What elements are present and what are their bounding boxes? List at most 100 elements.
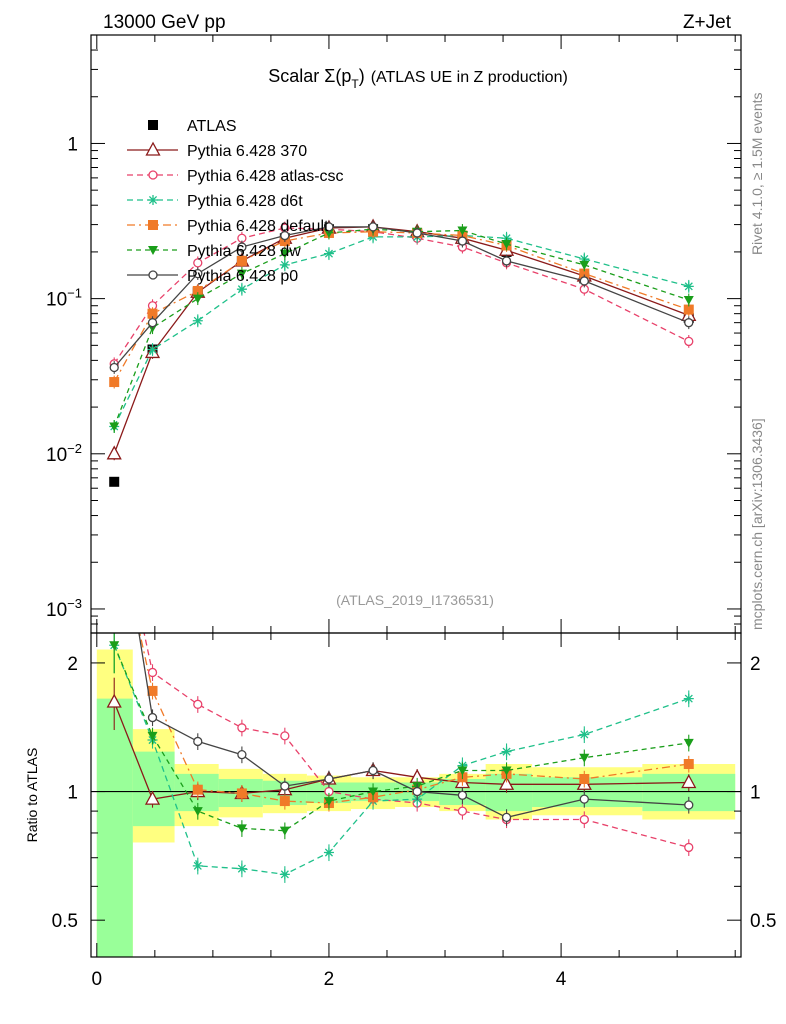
ratio-point: [501, 812, 512, 823]
data-point: [279, 259, 290, 270]
legend-item-ATLAS: ATLAS: [148, 118, 237, 135]
data-point: [368, 222, 378, 232]
ratio-point: [684, 800, 694, 810]
legend-marker: [148, 195, 158, 205]
legend-label: ATLAS: [187, 118, 237, 135]
ratio-point: [498, 775, 515, 790]
legend-marker: [148, 246, 158, 255]
data-point: [106, 445, 122, 460]
ratio-point: [412, 786, 422, 797]
y-tick-label: 10−1: [46, 286, 82, 311]
ratio-point: [192, 807, 203, 817]
rivet-label: Rivet 4.1.0, ≥ 1.5M events: [749, 92, 765, 255]
ratio-y-tick-label-right: 2: [750, 654, 761, 675]
legend-marker: [148, 220, 158, 230]
ratio-y-axis-label: Ratio to ATLAS: [24, 748, 40, 843]
ratio-point: [579, 729, 590, 740]
ratio-point: [192, 784, 203, 795]
ratio-point: [579, 753, 590, 763]
data-point: [236, 255, 247, 266]
ratio-point: [579, 794, 589, 804]
chart-title: Scalar Σ(pT) (ATLAS UE in Z production): [268, 66, 568, 91]
data-point: [457, 236, 468, 246]
y-tick-exponent: −1: [67, 286, 82, 301]
data-point: [279, 249, 290, 259]
series-line-d6t: [113, 234, 689, 427]
ratio-point: [323, 847, 334, 858]
ratio-point: [237, 723, 247, 733]
legend-item-p370: Pythia 6.428 370: [127, 141, 307, 160]
ratio-frame: [90, 632, 742, 958]
legend-label: Pythia 6.428 atlas-csc: [187, 168, 344, 185]
data-point: [192, 294, 203, 304]
ratio-point: [280, 731, 290, 741]
legend-marker: [148, 120, 158, 130]
title-rest: (ATLAS UE in Z production): [371, 69, 568, 86]
data-point: [192, 285, 203, 296]
data-point: [501, 256, 512, 266]
data-point: [280, 230, 290, 241]
x-tick-label: 2: [324, 969, 335, 990]
ratio-point: [236, 788, 247, 799]
data-point: [109, 476, 120, 487]
legend-label: Pythia 6.428 default: [187, 218, 329, 235]
legend-label: Pythia 6.428 p0: [187, 268, 298, 285]
ratio-line-d6t: [113, 644, 690, 876]
legend-marker: [148, 270, 158, 280]
legend-item-p0: Pythia 6.428 p0: [127, 268, 298, 285]
data-point: [457, 226, 468, 236]
ratio-point: [684, 842, 694, 853]
y-tick-label: 1: [67, 134, 78, 155]
data-point: [683, 304, 694, 315]
ratio-point: [368, 765, 378, 776]
x-tick-label: 0: [92, 969, 103, 990]
legend-item-atlascsc: Pythia 6.428 atlas-csc: [127, 168, 344, 185]
ratio-series-dw: [109, 633, 694, 840]
title-main: Scalar Σ(p: [268, 66, 351, 86]
ratio-point: [280, 781, 290, 791]
data-point: [412, 228, 422, 238]
ratio-point: [147, 667, 158, 678]
legend-label: Pythia 6.428 dw: [187, 243, 301, 260]
analysis-watermark: (ATLAS_2019_I1736531): [336, 592, 494, 608]
ratio-point: [147, 731, 158, 741]
data-point: [236, 284, 247, 295]
data-point: [684, 318, 694, 328]
ratio-point: [457, 790, 468, 800]
ratio-point: [683, 759, 694, 770]
ratio-y-tick-label-right: 0.5: [750, 911, 776, 932]
main-series-group: [106, 218, 697, 487]
data-point: [237, 242, 247, 252]
ratio-y-tick-label: 2: [67, 654, 78, 675]
legend-marker: [145, 141, 161, 156]
data-point: [147, 344, 158, 355]
data-point: [684, 336, 694, 347]
series-line-dw: [113, 228, 690, 427]
ratio-point: [193, 736, 203, 747]
y-tick-exponent: −2: [67, 441, 82, 456]
ratio-point: [501, 746, 512, 757]
series-line-p0: [113, 226, 690, 368]
legend-item-default: Pythia 6.428 default: [127, 218, 329, 235]
ratio-point: [192, 860, 203, 871]
data-point: [579, 260, 590, 270]
data-point: [323, 228, 334, 238]
y-tick-base: 10: [46, 445, 67, 466]
legend: ATLAS Pythia 6.428 370 Pythia 6.428 atlas-…: [127, 118, 344, 285]
ratio-line-p0: [138, 633, 689, 819]
legend-item-d6t: Pythia 6.428 d6t: [127, 193, 303, 210]
ratio-point: [457, 766, 468, 776]
data-point: [683, 295, 694, 305]
header-left: 13000 GeV pp: [103, 12, 226, 33]
ratio-line-default: [139, 633, 689, 804]
data-point: [147, 318, 158, 328]
data-point: [501, 239, 512, 249]
data-point: [579, 268, 590, 279]
ratio-point: [237, 750, 247, 760]
y-tick-exponent: −3: [67, 596, 82, 611]
data-point: [109, 362, 119, 373]
ratio-point: [236, 863, 247, 874]
band-inner: [132, 751, 175, 827]
ratio-point: [681, 774, 697, 789]
x-tick-label: 4: [556, 969, 567, 990]
